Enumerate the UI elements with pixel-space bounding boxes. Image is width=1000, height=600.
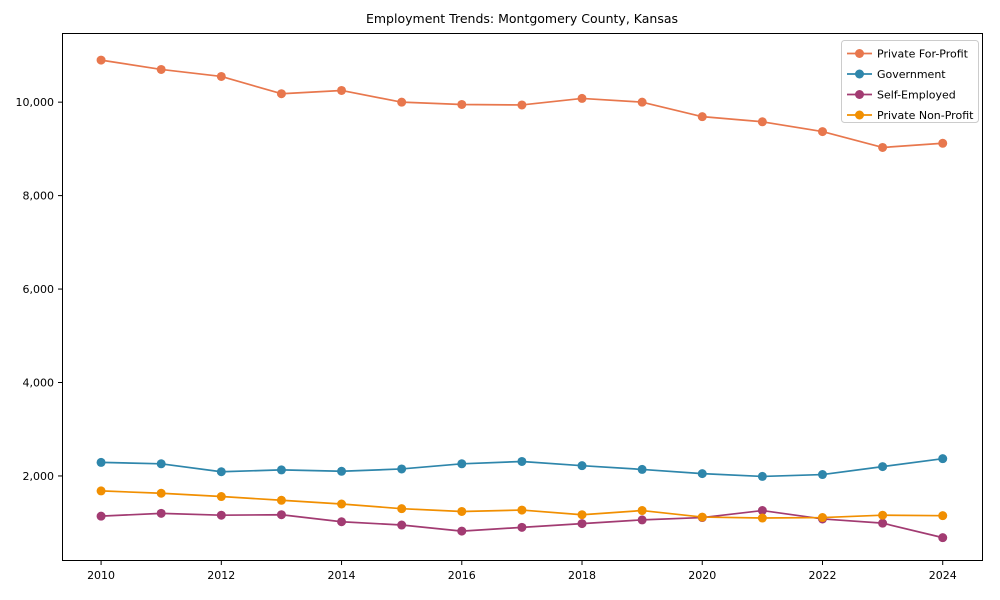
data-point-private-for-profit bbox=[517, 100, 527, 110]
data-point-government bbox=[457, 459, 467, 469]
y-axis: 2,000 4,000 6,000 8,000 10,000 bbox=[16, 96, 62, 483]
data-point-private-non-profit bbox=[697, 512, 707, 522]
data-point-private-for-profit bbox=[457, 99, 467, 109]
data-point-self-employed bbox=[156, 508, 166, 518]
data-point-private-for-profit bbox=[276, 89, 286, 99]
data-point-private-non-profit bbox=[216, 492, 226, 502]
data-point-private-non-profit bbox=[276, 495, 286, 505]
data-point-government bbox=[337, 466, 347, 476]
data-point-government bbox=[697, 469, 707, 479]
data-point-self-employed bbox=[757, 506, 767, 516]
y-tick-label: 8,000 bbox=[23, 190, 55, 203]
data-point-private-for-profit bbox=[577, 93, 587, 103]
data-point-self-employed bbox=[397, 520, 407, 530]
x-tick-label: 2020 bbox=[688, 569, 716, 582]
y-tick-label: 10,000 bbox=[16, 96, 55, 109]
data-point-private-for-profit bbox=[938, 138, 948, 148]
x-tick-label: 2024 bbox=[929, 569, 957, 582]
data-point-government bbox=[817, 470, 827, 480]
data-point-self-employed bbox=[938, 533, 948, 543]
legend-box bbox=[841, 40, 979, 123]
data-point-government bbox=[577, 461, 587, 471]
x-tick-label: 2022 bbox=[808, 569, 836, 582]
data-point-self-employed bbox=[216, 510, 226, 520]
data-point-private-non-profit bbox=[757, 513, 767, 523]
data-point-private-for-profit bbox=[757, 117, 767, 127]
data-point-private-for-profit bbox=[697, 112, 707, 122]
legend-marker-government bbox=[855, 69, 864, 79]
data-point-private-non-profit bbox=[637, 506, 647, 516]
data-point-private-non-profit bbox=[817, 513, 827, 523]
data-point-government bbox=[878, 462, 888, 472]
data-point-government bbox=[637, 464, 647, 474]
data-point-private-for-profit bbox=[156, 64, 166, 74]
data-point-private-for-profit bbox=[878, 142, 888, 152]
data-point-self-employed bbox=[577, 519, 587, 529]
data-point-government bbox=[938, 454, 948, 464]
data-point-private-for-profit bbox=[96, 55, 106, 65]
y-tick-label: 6,000 bbox=[23, 283, 55, 296]
data-point-private-non-profit bbox=[156, 488, 166, 498]
y-tick-label: 2,000 bbox=[23, 470, 55, 483]
series-group bbox=[96, 55, 948, 543]
data-point-private-non-profit bbox=[337, 499, 347, 509]
data-point-government bbox=[757, 471, 767, 481]
x-tick-label: 2010 bbox=[87, 569, 115, 582]
legend-label-private-non-profit: Private Non-Profit bbox=[877, 109, 974, 122]
data-point-private-for-profit bbox=[637, 97, 647, 107]
data-point-private-non-profit bbox=[938, 511, 948, 521]
data-point-government bbox=[517, 456, 527, 466]
legend: Private For-Profit Government Self-Employe… bbox=[841, 40, 979, 123]
x-tick-label: 2016 bbox=[448, 569, 476, 582]
legend-label-self-employed: Self-Employed bbox=[877, 89, 956, 102]
data-point-government bbox=[216, 467, 226, 477]
data-point-private-non-profit bbox=[457, 506, 467, 516]
legend-marker-private-for-profit bbox=[855, 49, 864, 58]
data-point-self-employed bbox=[878, 518, 888, 528]
data-point-private-non-profit bbox=[96, 486, 106, 496]
y-tick-label: 4,000 bbox=[23, 377, 55, 390]
legend-marker-private-non-profit bbox=[855, 110, 864, 120]
data-point-self-employed bbox=[457, 526, 467, 536]
data-point-private-for-profit bbox=[337, 85, 347, 95]
x-axis: 2010 2012 2014 2016 2018 2020 2022 2024 bbox=[87, 561, 957, 582]
data-point-self-employed bbox=[96, 511, 106, 521]
legend-label-government: Government bbox=[877, 68, 946, 81]
data-point-private-non-profit bbox=[517, 505, 527, 515]
data-point-self-employed bbox=[276, 510, 286, 520]
data-point-private-non-profit bbox=[878, 510, 888, 520]
data-point-private-for-profit bbox=[817, 127, 827, 137]
data-point-private-non-profit bbox=[577, 510, 587, 520]
data-point-private-for-profit bbox=[216, 71, 226, 81]
data-point-self-employed bbox=[517, 522, 527, 532]
data-point-private-non-profit bbox=[397, 504, 407, 514]
legend-label-private-for-profit: Private For-Profit bbox=[877, 48, 969, 61]
x-tick-label: 2012 bbox=[207, 569, 235, 582]
data-point-self-employed bbox=[337, 517, 347, 527]
data-point-government bbox=[96, 457, 106, 467]
chart-title: Employment Trends: Montgomery County, Ka… bbox=[366, 11, 678, 26]
data-point-private-for-profit bbox=[397, 97, 407, 107]
data-point-government bbox=[397, 464, 407, 474]
data-point-government bbox=[156, 459, 166, 469]
x-tick-label: 2014 bbox=[328, 569, 356, 582]
legend-marker-self-employed bbox=[855, 90, 864, 99]
data-point-self-employed bbox=[637, 515, 647, 525]
plot-border bbox=[62, 33, 983, 561]
data-point-government bbox=[276, 465, 286, 475]
x-tick-label: 2018 bbox=[568, 569, 596, 582]
